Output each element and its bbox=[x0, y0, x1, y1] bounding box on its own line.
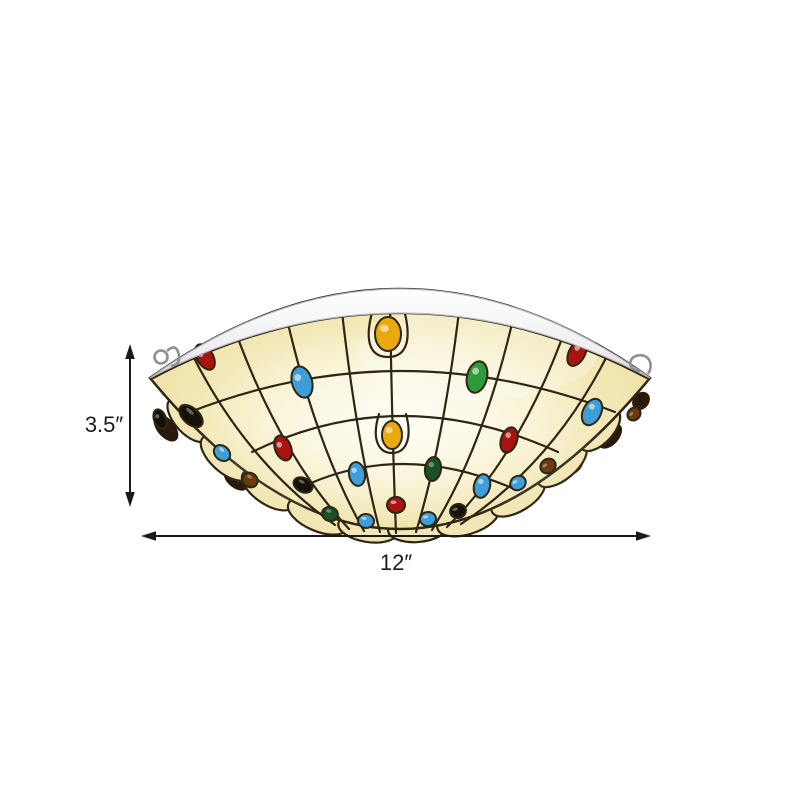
glass-jewel-blue bbox=[580, 397, 604, 427]
glass-jewel-blue bbox=[509, 474, 527, 492]
glass-jewel-dark bbox=[178, 403, 204, 429]
glass-jewel-amber bbox=[374, 316, 402, 352]
lamp-hook-left bbox=[153, 346, 181, 368]
glass-jewel-blue bbox=[419, 510, 437, 528]
width-dimension-arrow bbox=[141, 531, 651, 541]
height-dimension-label: 3.5″ bbox=[84, 412, 124, 437]
lamp-shade bbox=[148, 287, 652, 544]
glass-jewel-dark bbox=[449, 502, 467, 520]
glass-jewel-blue bbox=[472, 473, 492, 499]
glass-jewel-red bbox=[499, 426, 519, 454]
glass-jewel-blue bbox=[290, 365, 314, 399]
glass-jewel-brown bbox=[241, 471, 259, 489]
glass-jewel-red bbox=[386, 496, 406, 514]
glass-jewel-amber bbox=[381, 420, 403, 450]
glass-jewel-blue bbox=[347, 461, 367, 487]
glass-jewel-blue bbox=[212, 444, 232, 462]
glass-jewel-brown bbox=[539, 457, 557, 475]
lamp-rim bbox=[149, 288, 651, 379]
glass-jewel-dark bbox=[152, 408, 168, 430]
glass-jewel-green bbox=[465, 360, 489, 394]
jewels-layer bbox=[152, 316, 642, 530]
glass-jewel-darkgreen bbox=[321, 505, 339, 523]
glass-jewel-brown bbox=[626, 406, 642, 422]
lamp-hook-right bbox=[629, 353, 652, 375]
height-dimension-arrow bbox=[125, 344, 135, 507]
glass-jewel-darkgreen bbox=[423, 456, 443, 482]
width-dimension-label: 12″ bbox=[379, 550, 413, 575]
glass-jewel-dark bbox=[292, 476, 314, 494]
glass-jewel-blue bbox=[357, 512, 375, 530]
